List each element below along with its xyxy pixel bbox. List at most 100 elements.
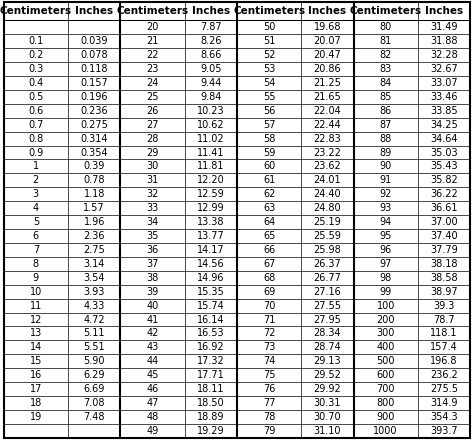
Text: 38: 38 xyxy=(146,273,159,283)
Text: 0.1: 0.1 xyxy=(28,36,44,46)
Text: 29: 29 xyxy=(146,147,159,158)
Text: 20.47: 20.47 xyxy=(313,50,341,60)
Text: 37.00: 37.00 xyxy=(430,217,458,227)
Text: 5: 5 xyxy=(33,217,39,227)
Text: 66: 66 xyxy=(263,245,275,255)
Text: 37: 37 xyxy=(146,259,159,269)
Text: 10.23: 10.23 xyxy=(197,106,225,116)
Text: 24: 24 xyxy=(146,78,159,88)
Text: 36.61: 36.61 xyxy=(430,203,458,213)
Text: 90: 90 xyxy=(380,161,392,172)
Text: 118.1: 118.1 xyxy=(430,328,458,338)
Text: 2.36: 2.36 xyxy=(83,231,105,241)
Text: 19: 19 xyxy=(30,412,42,422)
Text: 69: 69 xyxy=(263,287,275,297)
Text: 0.314: 0.314 xyxy=(81,134,108,143)
Text: 17.71: 17.71 xyxy=(197,370,225,380)
Text: 13.38: 13.38 xyxy=(197,217,225,227)
Text: 49: 49 xyxy=(146,426,159,436)
Text: Inches: Inches xyxy=(308,6,346,16)
Text: 34: 34 xyxy=(146,217,159,227)
Text: 48: 48 xyxy=(146,412,159,422)
Text: 0.236: 0.236 xyxy=(81,106,108,116)
Text: 52: 52 xyxy=(263,50,275,60)
Text: 16.14: 16.14 xyxy=(197,315,225,325)
Text: 7.48: 7.48 xyxy=(83,412,105,422)
Text: 80: 80 xyxy=(380,22,392,32)
Text: 78: 78 xyxy=(263,412,275,422)
Text: 45: 45 xyxy=(146,370,159,380)
Text: 12.59: 12.59 xyxy=(197,189,225,199)
Text: 21: 21 xyxy=(146,36,159,46)
Text: 0.9: 0.9 xyxy=(28,147,44,158)
Text: 1: 1 xyxy=(33,161,39,172)
Text: 35: 35 xyxy=(146,231,159,241)
Text: 0.5: 0.5 xyxy=(28,92,44,102)
Text: 3.54: 3.54 xyxy=(83,273,105,283)
Text: 4.72: 4.72 xyxy=(83,315,105,325)
Text: 33.07: 33.07 xyxy=(430,78,458,88)
Text: 25: 25 xyxy=(146,92,159,102)
Text: 27: 27 xyxy=(146,120,159,130)
Text: 25.98: 25.98 xyxy=(313,245,341,255)
Text: 32: 32 xyxy=(146,189,159,199)
Text: 81: 81 xyxy=(380,36,392,46)
Text: 87: 87 xyxy=(380,120,392,130)
Text: 14: 14 xyxy=(30,342,42,352)
Text: 20.86: 20.86 xyxy=(314,64,341,74)
Text: 23.62: 23.62 xyxy=(313,161,341,172)
Text: 6: 6 xyxy=(33,231,39,241)
Text: 20: 20 xyxy=(146,22,159,32)
Text: 13.77: 13.77 xyxy=(197,231,225,241)
Text: 15.35: 15.35 xyxy=(197,287,225,297)
Text: 14.17: 14.17 xyxy=(197,245,225,255)
Text: 16: 16 xyxy=(30,370,42,380)
Text: 7.08: 7.08 xyxy=(83,398,105,408)
Text: 37.79: 37.79 xyxy=(430,245,458,255)
Text: 39.3: 39.3 xyxy=(433,301,455,311)
Text: 19.68: 19.68 xyxy=(314,22,341,32)
Text: 43: 43 xyxy=(146,342,159,352)
Text: 61: 61 xyxy=(263,175,275,185)
Text: 15: 15 xyxy=(30,356,42,366)
Text: 28.74: 28.74 xyxy=(313,342,341,352)
Text: 42: 42 xyxy=(146,328,159,338)
Text: 44: 44 xyxy=(146,356,159,366)
Text: 24.40: 24.40 xyxy=(314,189,341,199)
Text: Centimeters: Centimeters xyxy=(233,6,305,16)
Text: 0.2: 0.2 xyxy=(28,50,44,60)
Text: 89: 89 xyxy=(380,147,392,158)
Text: 4: 4 xyxy=(33,203,39,213)
Text: 1.57: 1.57 xyxy=(83,203,105,213)
Text: 1000: 1000 xyxy=(374,426,398,436)
Text: 400: 400 xyxy=(376,342,395,352)
Text: Inches: Inches xyxy=(191,6,230,16)
Text: 33.85: 33.85 xyxy=(430,106,458,116)
Text: 27.16: 27.16 xyxy=(313,287,341,297)
Text: 13: 13 xyxy=(30,328,42,338)
Text: 0.78: 0.78 xyxy=(83,175,105,185)
Text: 82: 82 xyxy=(380,50,392,60)
Text: 72: 72 xyxy=(263,328,275,338)
Text: 17.32: 17.32 xyxy=(197,356,225,366)
Text: 34.64: 34.64 xyxy=(430,134,458,143)
Text: 53: 53 xyxy=(263,64,275,74)
Text: 200: 200 xyxy=(376,315,395,325)
Text: 55: 55 xyxy=(263,92,275,102)
Text: 31.49: 31.49 xyxy=(430,22,458,32)
Text: 84: 84 xyxy=(380,78,392,88)
Text: 75: 75 xyxy=(263,370,275,380)
Text: 29.13: 29.13 xyxy=(314,356,341,366)
Text: 11.02: 11.02 xyxy=(197,134,225,143)
Text: 94: 94 xyxy=(380,217,392,227)
Text: 54: 54 xyxy=(263,78,275,88)
Text: 27.95: 27.95 xyxy=(313,315,341,325)
Text: 22.83: 22.83 xyxy=(313,134,341,143)
Text: 93: 93 xyxy=(380,203,392,213)
Text: 32.67: 32.67 xyxy=(430,64,458,74)
Text: 25.59: 25.59 xyxy=(313,231,341,241)
Text: 23: 23 xyxy=(146,64,159,74)
Text: 5.51: 5.51 xyxy=(83,342,105,352)
Text: 21.25: 21.25 xyxy=(313,78,341,88)
Text: 38.58: 38.58 xyxy=(430,273,458,283)
